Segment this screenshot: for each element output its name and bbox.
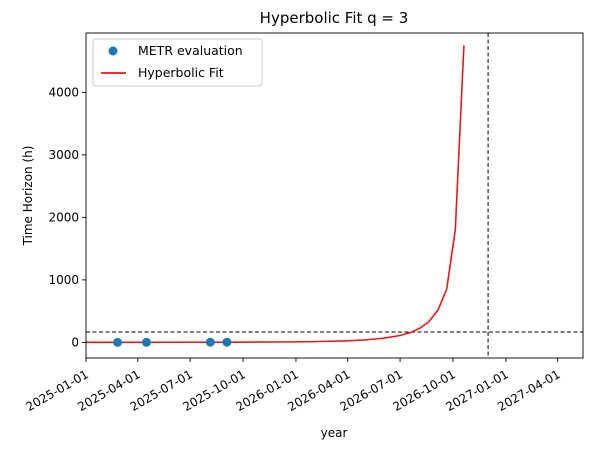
legend-frame	[92, 38, 263, 87]
y-axis-label: Time Horizon (h)	[21, 146, 35, 247]
series-line-hyperbolic-fit	[85, 45, 465, 344]
data-point-metr-evaluation	[113, 337, 123, 347]
data-point-metr-evaluation	[222, 337, 232, 347]
y-tick-label: 3000	[48, 148, 79, 162]
series-layer	[85, 45, 465, 347]
plot-background	[86, 33, 583, 358]
data-point-metr-evaluation	[205, 337, 215, 347]
chart-title: Hyperbolic Fit q = 3	[260, 9, 409, 27]
plot-area	[85, 32, 584, 359]
y-tick-label: 4000	[48, 85, 79, 99]
y-axis-ticks: 0 1000 2000 3000 4000	[48, 85, 86, 349]
legend-label-hyperbolic-fit: Hyperbolic Fit	[138, 65, 224, 80]
plot-frame	[85, 32, 584, 359]
y-tick-label: 2000	[48, 210, 79, 224]
y-tick-label: 0	[71, 335, 79, 349]
y-tick-label: 1000	[48, 273, 79, 287]
data-point-metr-evaluation	[141, 337, 151, 347]
reference-lines	[86, 33, 583, 358]
legend: METR evaluation Hyperbolic Fit	[92, 38, 263, 87]
legend-marker-metr-evaluation	[108, 46, 118, 56]
x-axis-label: year	[321, 426, 348, 440]
legend-label-metr-evaluation: METR evaluation	[138, 43, 243, 58]
